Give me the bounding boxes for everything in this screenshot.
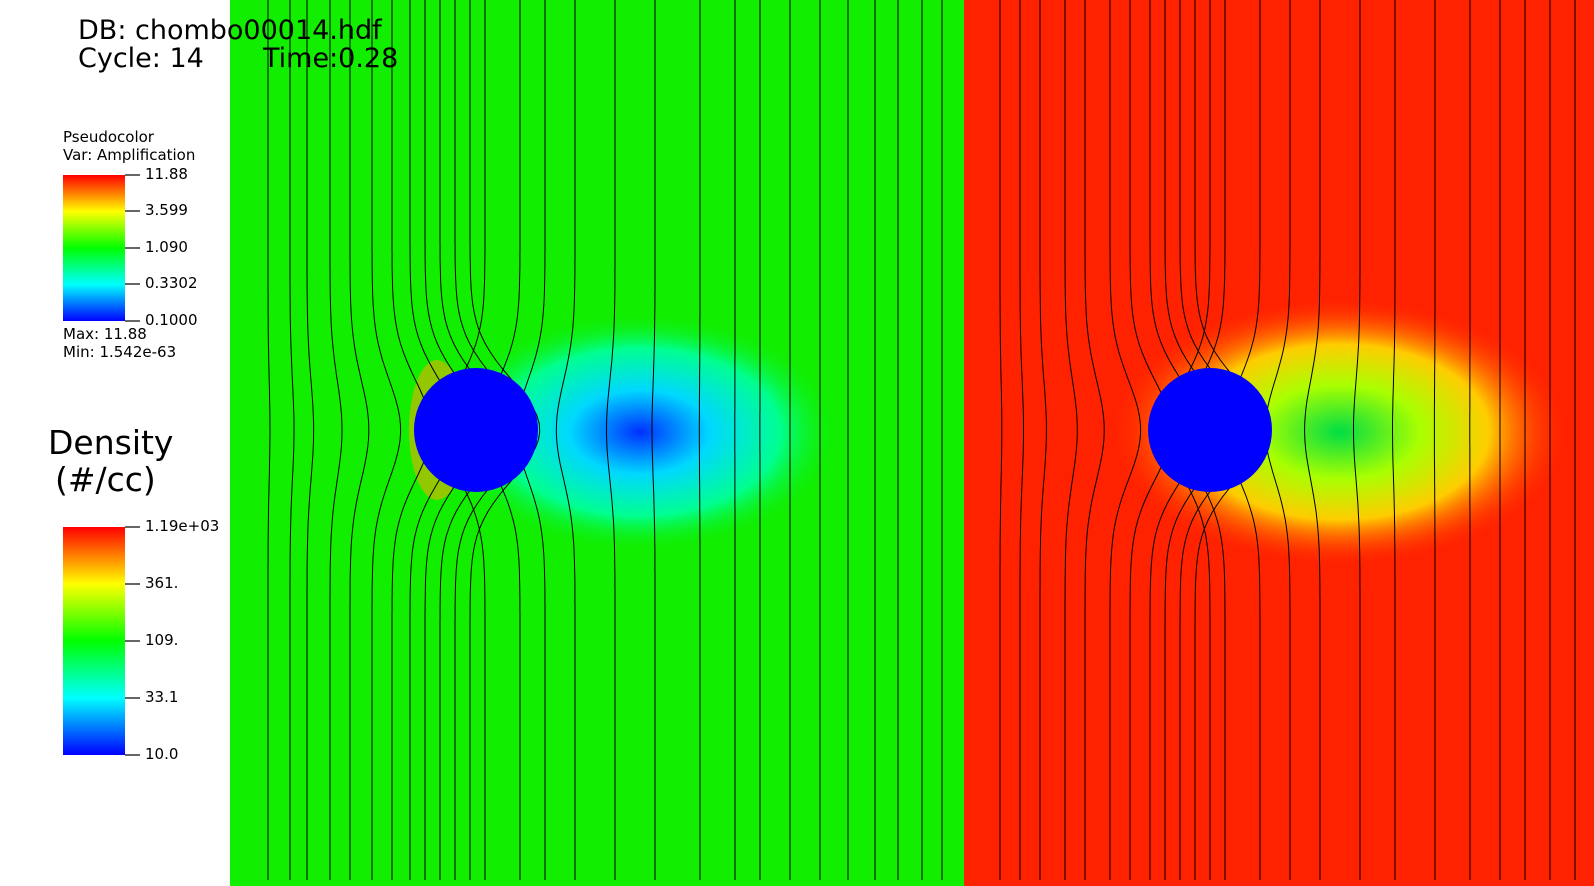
amplification-tick-label: 11.88 xyxy=(145,165,188,183)
field-line xyxy=(267,0,271,880)
field-line xyxy=(1392,0,1396,880)
amplification-colorbar-ticks xyxy=(125,174,140,322)
density-tick-label: 1.19e+03 xyxy=(145,517,220,535)
density-units: (#/cc) xyxy=(55,460,156,499)
cycle-label: Cycle: 14 xyxy=(78,43,204,74)
density-title: Density xyxy=(48,423,174,462)
density-colorbar xyxy=(63,527,125,755)
database-name: DB: chombo00014.hdf xyxy=(78,15,382,46)
amplification-obstacle xyxy=(414,368,538,492)
density-wake xyxy=(1110,297,1570,567)
amplification-tick-label: 0.1000 xyxy=(145,311,198,329)
density-tick-label: 361. xyxy=(145,574,179,592)
field-line xyxy=(329,0,343,880)
amplification-tick-label: 0.3302 xyxy=(145,274,198,292)
amplification-wake xyxy=(440,312,840,552)
field-line xyxy=(1039,0,1047,880)
field-line xyxy=(469,0,541,880)
density-tick-label: 109. xyxy=(145,631,179,649)
amplification-tick-label: 3.599 xyxy=(145,201,188,219)
field-line xyxy=(1433,0,1436,880)
field-line xyxy=(999,0,1003,880)
field-line xyxy=(371,0,402,880)
density-colorbar-ticks xyxy=(125,526,140,756)
field-line xyxy=(698,0,701,880)
field-line xyxy=(555,0,576,880)
time-label: Time:0.28 xyxy=(263,43,399,74)
amplification-tick-label: 1.090 xyxy=(145,238,188,256)
density-tick-label: 10.0 xyxy=(145,745,179,763)
field-line xyxy=(349,0,370,880)
field-line xyxy=(651,0,656,880)
amplification-var-label: Var: Amplification xyxy=(63,146,196,164)
amplification-min-label: Min: 1.542e-63 xyxy=(63,343,177,361)
amplification-colorbar xyxy=(63,175,125,321)
density-tick-label: 33.1 xyxy=(145,688,179,706)
field-line xyxy=(306,0,315,880)
field-line xyxy=(1109,0,1142,880)
density-obstacle xyxy=(1148,368,1272,492)
amplification-plot-type: Pseudocolor xyxy=(63,128,154,146)
amplification-max-label: Max: 11.88 xyxy=(63,325,147,343)
field-line xyxy=(289,0,295,880)
field-line xyxy=(1019,0,1024,880)
field-line xyxy=(1353,0,1361,880)
field-line xyxy=(605,0,616,880)
field-line xyxy=(1064,0,1078,880)
field-line xyxy=(1304,0,1321,880)
field-line xyxy=(1084,0,1105,880)
